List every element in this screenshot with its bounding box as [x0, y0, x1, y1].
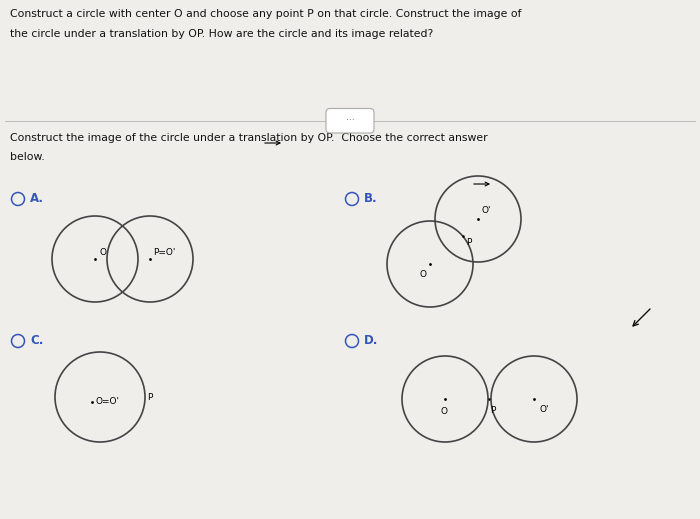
Text: C.: C.	[30, 335, 43, 348]
Text: O': O'	[539, 405, 549, 414]
Text: P: P	[491, 406, 496, 415]
Text: O: O	[99, 248, 106, 257]
Text: the circle under a translation by OP. How are the circle and its image related?: the circle under a translation by OP. Ho…	[10, 29, 433, 39]
Text: ···: ···	[346, 116, 354, 125]
Text: O=O': O=O'	[95, 398, 119, 406]
Text: Construct the image of the circle under a translation by OP.  Choose the correct: Construct the image of the circle under …	[10, 133, 488, 143]
Text: P: P	[466, 238, 471, 248]
Text: O: O	[419, 270, 426, 279]
Text: A.: A.	[30, 193, 44, 206]
Text: Construct a circle with center O and choose any point P on that circle. Construc: Construct a circle with center O and cho…	[10, 9, 522, 19]
FancyBboxPatch shape	[326, 108, 374, 133]
Text: P=O': P=O'	[153, 248, 176, 257]
Text: O: O	[440, 407, 447, 416]
Text: P: P	[147, 392, 153, 402]
Text: O': O'	[482, 206, 491, 215]
Text: B.: B.	[364, 193, 377, 206]
Text: below.: below.	[10, 152, 45, 162]
Text: D.: D.	[364, 335, 379, 348]
